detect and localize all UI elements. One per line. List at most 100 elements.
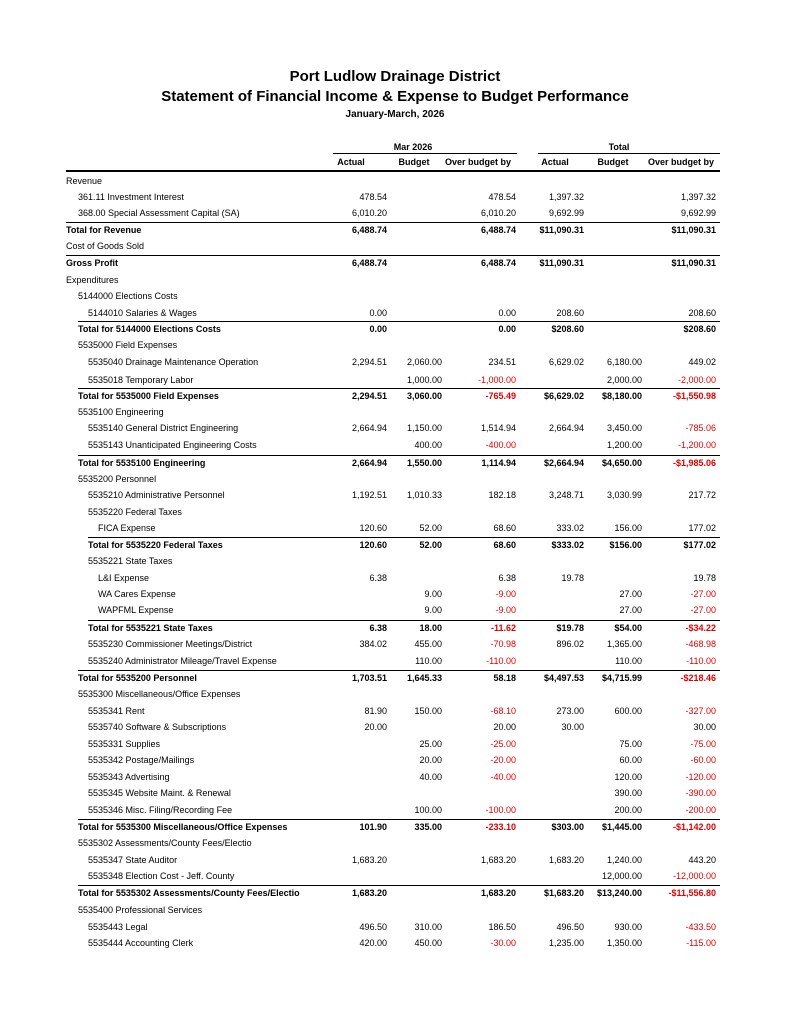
cell-value: $2,664.94: [543, 458, 584, 468]
row-label: 5144010 Salaries & Wages: [88, 308, 197, 318]
row-label: 5535347 State Auditor: [88, 855, 178, 865]
cell-value: $4,650.00: [601, 458, 642, 468]
cell-value: 75.00: [619, 739, 642, 749]
cell-value: 27.00: [619, 589, 642, 599]
row-label: Gross Profit: [66, 258, 119, 268]
total-rule: [78, 670, 720, 671]
cell-value: 101.90: [359, 822, 387, 832]
cell-value: 335.00: [414, 822, 442, 832]
row-label: 5535210 Administrative Personnel: [88, 490, 225, 500]
cell-value: 0.00: [369, 308, 387, 318]
cell-value: 1,150.00: [406, 423, 442, 433]
row-label: Total for 5535221 State Taxes: [88, 623, 213, 633]
cell-value: $11,090.31: [671, 225, 716, 235]
cell-value: 30.00: [561, 722, 584, 732]
cell-value: 25.00: [419, 739, 442, 749]
cell-value: -2,000.00: [677, 375, 716, 385]
row-label: Total for 5535100 Engineering: [78, 458, 206, 468]
cell-value: 2,000.00: [606, 375, 642, 385]
cell-value: -400.00: [485, 440, 516, 450]
cell-value: 20.00: [364, 722, 387, 732]
row-label: 5535000 Field Expenses: [78, 340, 178, 350]
cell-value: -68.10: [490, 706, 516, 716]
cell-value: 68.60: [493, 540, 516, 550]
cell-value: 30.00: [693, 722, 716, 732]
total-rule: [78, 388, 720, 389]
cell-value: -765.49: [485, 391, 516, 401]
row-label: 5535230 Commissioner Meetings/District: [88, 639, 253, 649]
cell-value: 1,397.32: [548, 192, 584, 202]
cell-value: 182.18: [488, 490, 516, 500]
cell-value: 19.78: [561, 573, 584, 583]
cell-value: 600.00: [614, 706, 642, 716]
cell-value: 333.02: [556, 523, 584, 533]
cell-value: -75.00: [690, 739, 716, 749]
cell-value: $11,090.31: [671, 258, 716, 268]
cell-value: 2,060.00: [406, 357, 442, 367]
cell-value: 9,692.99: [548, 208, 584, 218]
cell-value: -11.62: [490, 623, 516, 633]
row-label: 5535302 Assessments/County Fees/Electio: [78, 838, 252, 848]
cell-value: -9.00: [495, 605, 516, 615]
cell-value: $54.00: [614, 623, 642, 633]
cell-value: 496.50: [556, 922, 584, 932]
cell-value: 6,488.74: [480, 258, 516, 268]
cell-value: 2,294.51: [351, 357, 387, 367]
row-label: L&I Expense: [98, 573, 150, 583]
cell-value: 40.00: [419, 772, 442, 782]
cell-value: 18.00: [419, 623, 442, 633]
cell-value: 120.00: [614, 772, 642, 782]
cell-value: 2,294.51: [351, 391, 387, 401]
cell-value: -$1,550.98: [672, 391, 716, 401]
cell-value: $4,497.53: [543, 673, 584, 683]
cell-value: 384.02: [359, 639, 387, 649]
cell-value: 930.00: [614, 922, 642, 932]
cell-value: 1,114.94: [481, 458, 516, 468]
row-label: 361.11 Investment Interest: [78, 192, 184, 202]
cell-value: 2,664.94: [351, 423, 387, 433]
cell-value: 1,645.33: [406, 673, 442, 683]
cell-value: -60.00: [690, 755, 716, 765]
row-label: 5535400 Professional Services: [78, 905, 203, 915]
column-header: Budget: [398, 157, 430, 167]
cell-value: 1,683.20: [351, 888, 387, 898]
cell-value: -$1,985.06: [672, 458, 716, 468]
cell-value: -30.00: [490, 938, 516, 948]
cell-value: 177.02: [688, 523, 716, 533]
row-label: Total for 5144000 Elections Costs: [78, 324, 221, 334]
cell-value: 110.00: [415, 656, 442, 666]
cell-value: -$34.22: [685, 623, 716, 633]
cell-value: 400.00: [414, 440, 442, 450]
cell-value: 449.02: [688, 357, 716, 367]
cell-value: -40.00: [490, 772, 516, 782]
cell-value: $303.00: [551, 822, 584, 832]
cell-value: 1,514.94: [480, 423, 516, 433]
cell-value: 12,000.00: [601, 871, 642, 881]
cell-value: 6.38: [498, 573, 516, 583]
cell-value: 0.00: [498, 324, 516, 334]
total-rule: [78, 885, 720, 886]
cell-value: -100.00: [485, 805, 516, 815]
cell-value: 496.50: [359, 922, 387, 932]
cell-value: -120.00: [685, 772, 716, 782]
row-label: WA Cares Expense: [98, 589, 176, 599]
company-name: Port Ludlow Drainage District: [289, 68, 501, 85]
cell-value: 455.00: [414, 639, 442, 649]
row-label: Total for 5535302 Assessments/County Fee…: [78, 888, 300, 898]
cell-value: 6,010.20: [351, 208, 387, 218]
report-title: Statement of Financial Income & Expense …: [161, 88, 629, 105]
cell-value: 3,248.71: [548, 490, 584, 500]
row-label: Cost of Goods Sold: [66, 241, 145, 251]
group-rule: [538, 153, 720, 154]
cell-value: -$11,556.80: [668, 888, 716, 898]
cell-value: 58.18: [493, 673, 516, 683]
cell-value: $156.00: [609, 540, 642, 550]
row-label: 5535140 General District Engineering: [88, 423, 239, 433]
cell-value: 3,030.99: [606, 490, 642, 500]
row-label: 5535040 Drainage Maintenance Operation: [88, 357, 259, 367]
row-label: Total for Revenue: [66, 225, 142, 235]
row-label: 368.00 Special Assessment Capital (SA): [78, 208, 240, 218]
cell-value: 6,010.20: [480, 208, 516, 218]
cell-value: -12,000.00: [672, 871, 716, 881]
total-rule: [78, 321, 720, 322]
